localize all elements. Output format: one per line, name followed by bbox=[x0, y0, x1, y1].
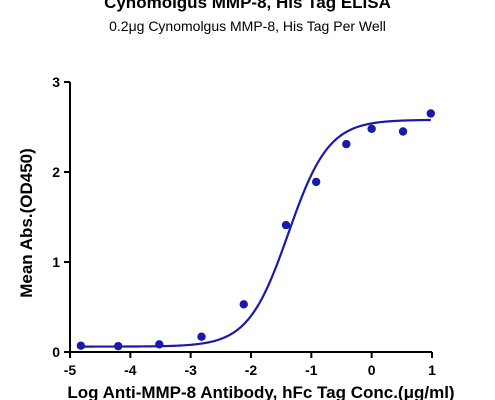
chart-title: Cynomolgus MMP-8, His Tag ELISA bbox=[104, 0, 391, 12]
data-point bbox=[311, 177, 321, 187]
y-tick-label: 2 bbox=[52, 164, 60, 180]
data-point bbox=[281, 220, 291, 230]
data-point bbox=[239, 300, 248, 309]
x-axis-label: Log Anti-MMP-8 Antibody, hFc Tag Conc.(μ… bbox=[67, 383, 454, 400]
y-axis-ticks: 0 1 2 3 bbox=[52, 74, 70, 360]
x-tick-label: -1 bbox=[305, 362, 318, 378]
x-tick-label: 1 bbox=[428, 362, 436, 378]
y-tick-label: 3 bbox=[52, 74, 60, 90]
data-point bbox=[155, 340, 164, 349]
y-axis-label: Mean Abs.(OD450) bbox=[17, 148, 36, 298]
plot-area: 0 1 2 3 -5 -4 -3 -2 -1 0 1 bbox=[52, 74, 436, 378]
fit-curve bbox=[80, 118, 431, 348]
data-point bbox=[114, 341, 123, 351]
y-tick-label: 0 bbox=[52, 344, 60, 360]
data-point bbox=[197, 332, 206, 341]
data-point bbox=[76, 341, 86, 350]
x-tick-label: -2 bbox=[245, 362, 258, 378]
x-tick-label: -5 bbox=[64, 362, 77, 378]
x-tick-label: 0 bbox=[368, 362, 376, 378]
data-point bbox=[342, 139, 351, 149]
chart-subtitle: 0.2μg Cynomolgus MMP-8, His Tag Per Well bbox=[109, 18, 386, 34]
y-tick-label: 1 bbox=[52, 254, 60, 270]
data-point bbox=[398, 127, 408, 136]
x-axis-ticks: -5 -4 -3 -2 -1 0 1 bbox=[64, 352, 436, 378]
x-tick-label: -4 bbox=[124, 362, 137, 378]
x-tick-label: -3 bbox=[184, 362, 197, 378]
data-points bbox=[76, 109, 435, 351]
data-point bbox=[367, 124, 376, 133]
data-point bbox=[426, 109, 435, 118]
